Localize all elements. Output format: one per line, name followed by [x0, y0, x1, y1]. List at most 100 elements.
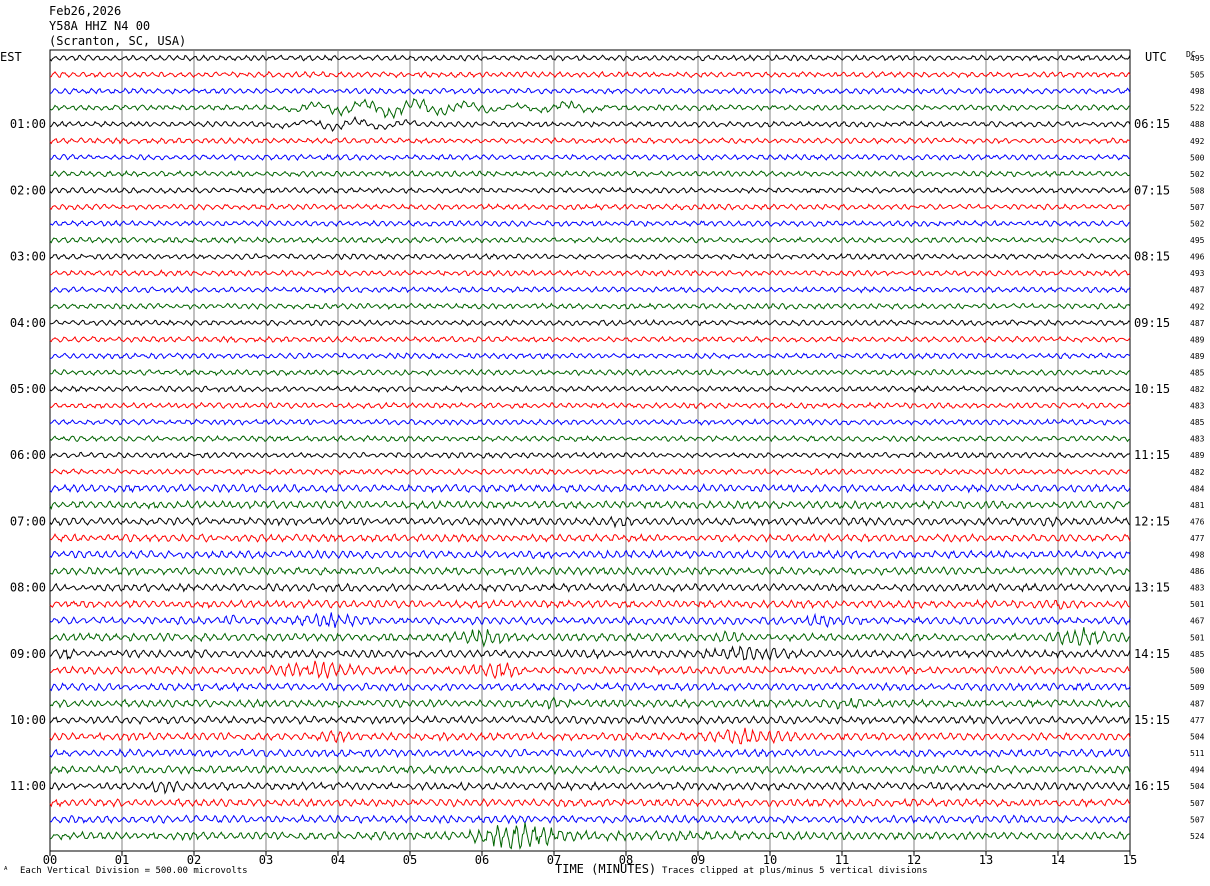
dc-offset-value: 484: [1190, 484, 1205, 493]
x-tick-label: 04: [331, 853, 345, 867]
dc-offset-value: 467: [1190, 617, 1205, 626]
trace-row: [49, 302, 1131, 310]
trace-row: [49, 714, 1131, 725]
dc-offset-value: 495: [1190, 54, 1205, 63]
est-hour-label: 06:00: [10, 448, 46, 462]
trace-row: [49, 482, 1131, 494]
trace-row: [49, 780, 1131, 795]
x-axis-title: TIME (MINUTES): [555, 862, 657, 876]
dc-offset-value: 487: [1190, 286, 1205, 295]
trace-row: [49, 385, 1131, 393]
trace-row: [49, 54, 1131, 62]
location-label: (Scranton, SC, USA): [49, 34, 187, 48]
dc-offset-value: 507: [1190, 815, 1205, 824]
dc-offset-value: 500: [1190, 153, 1205, 162]
trace-row: [49, 98, 1131, 120]
trace-row: [49, 115, 1131, 132]
utc-hour-label: 07:15: [1134, 183, 1170, 197]
trace-row: [49, 368, 1131, 377]
trace-row: [49, 170, 1131, 178]
trace-row: [49, 515, 1131, 529]
dc-offset-value: 492: [1190, 137, 1205, 146]
trace-row: [49, 70, 1131, 79]
dc-offset-value: 476: [1190, 517, 1205, 526]
x-tick-label: 09: [691, 853, 705, 867]
dc-offset-value: 493: [1190, 269, 1205, 278]
est-axis-label: EST: [0, 50, 22, 64]
trace-row: [49, 532, 1131, 543]
dc-offset-value: 487: [1190, 699, 1205, 708]
utc-hour-label: 09:15: [1134, 316, 1170, 330]
trace-row: [49, 467, 1131, 476]
trace-row: [49, 566, 1131, 577]
trace-row: [49, 582, 1131, 593]
x-tick-label: 02: [187, 853, 201, 867]
dc-offset-value: 485: [1190, 368, 1205, 377]
trace-row: [49, 660, 1131, 680]
trace-row: [49, 627, 1131, 648]
est-hour-label: 09:00: [10, 647, 46, 661]
dc-offset-value: 522: [1190, 104, 1205, 113]
dc-offset-value: 508: [1190, 186, 1205, 195]
dc-offset-value: 489: [1190, 352, 1205, 361]
utc-hour-label: 15:15: [1134, 713, 1170, 727]
x-tick-label: 00: [43, 853, 57, 867]
est-hour-label: 11:00: [10, 779, 46, 793]
x-tick-label: 08: [619, 853, 633, 867]
x-tick-label: 11: [835, 853, 849, 867]
dc-offset-value: 477: [1190, 716, 1205, 725]
x-tick-label: 01: [115, 853, 129, 867]
utc-hour-label: 13:15: [1134, 581, 1170, 595]
trace-row: [49, 219, 1131, 228]
dc-offset-value: 482: [1190, 468, 1205, 477]
dc-offset-value: 488: [1190, 120, 1205, 129]
trace-row: [49, 612, 1131, 629]
est-hour-label: 03:00: [10, 250, 46, 264]
utc-hour-label: 08:15: [1134, 250, 1170, 264]
x-tick-label: 07: [547, 853, 561, 867]
est-hour-label: 07:00: [10, 514, 46, 528]
trace-row: [49, 822, 1131, 850]
trace-row: [49, 696, 1131, 710]
dc-offset-value: 477: [1190, 534, 1205, 543]
trace-row: [49, 285, 1131, 294]
trace-row: [49, 747, 1131, 759]
x-tick-label: 13: [979, 853, 993, 867]
x-tick-label: 14: [1051, 853, 1065, 867]
dc-offset-value: 502: [1190, 170, 1205, 179]
dc-offset-value: 498: [1190, 551, 1205, 560]
trace-row: [49, 253, 1131, 261]
utc-hour-label: 14:15: [1134, 647, 1170, 661]
date-label: Feb26,2026: [49, 4, 122, 18]
x-tick-label: 15: [1123, 853, 1137, 867]
dc-offset-value: 494: [1190, 766, 1205, 775]
trace-row: [49, 418, 1131, 426]
x-tick-label: 12: [907, 853, 921, 867]
utc-hour-label: 11:15: [1134, 448, 1170, 462]
dc-offset-value: 501: [1190, 633, 1205, 642]
plot-frame: [49, 49, 1131, 852]
dc-offset-value: 487: [1190, 319, 1205, 328]
dc-offset-value: 485: [1190, 650, 1205, 659]
est-hour-label: 04:00: [10, 316, 46, 330]
dc-offset-value: 504: [1190, 782, 1205, 791]
dc-offset-value: 489: [1190, 451, 1205, 460]
dc-offset-value: 495: [1190, 236, 1205, 245]
est-hour-label: 05:00: [10, 382, 46, 396]
x-tick-label: 03: [259, 853, 273, 867]
trace-row: [49, 153, 1131, 162]
est-hour-label: 01:00: [10, 117, 46, 131]
dc-header-label: DC: [1186, 50, 1196, 59]
utc-hour-label: 06:15: [1134, 117, 1170, 131]
dc-offset-value: 496: [1190, 253, 1205, 262]
dc-offset-value: 498: [1190, 87, 1205, 96]
scale-note: Each Vertical Division = 500.00 microvol…: [20, 866, 248, 876]
dc-offset-value: 501: [1190, 600, 1205, 609]
trace-row: [49, 186, 1131, 195]
dc-offset-value: 502: [1190, 220, 1205, 229]
dc-offset-value: 505: [1190, 71, 1205, 80]
trace-row: [49, 203, 1131, 211]
station-label: Y58A HHZ N4 00: [49, 19, 151, 33]
utc-hour-label: 12:15: [1134, 514, 1170, 528]
